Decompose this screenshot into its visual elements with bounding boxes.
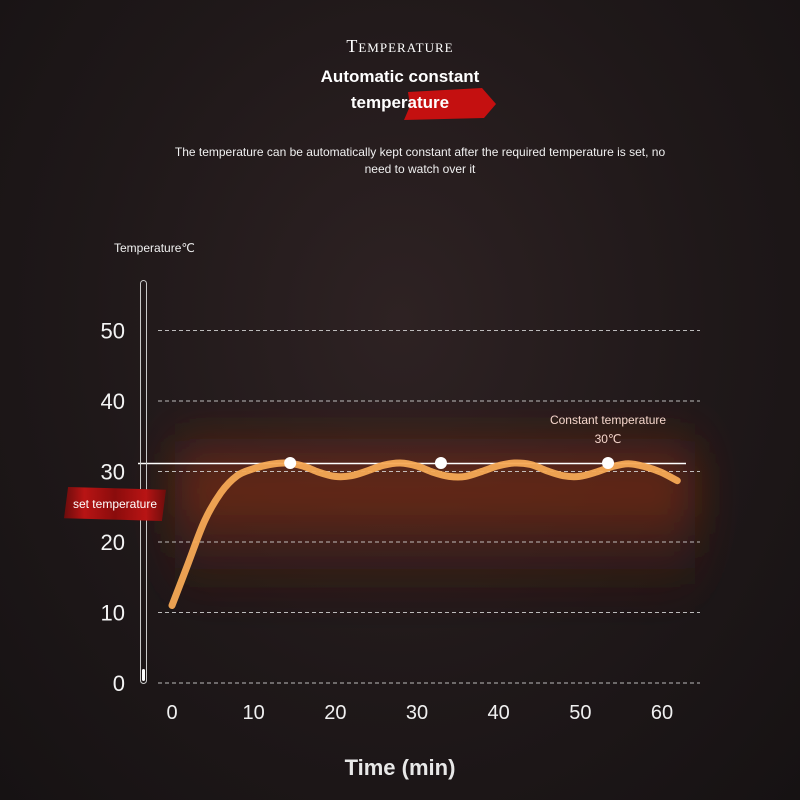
curve-glow-area bbox=[175, 420, 695, 610]
curve-glow bbox=[175, 420, 695, 610]
curve-marker-1 bbox=[284, 457, 297, 470]
y-axis-thermometer-fill bbox=[142, 669, 145, 681]
y-tick-label-50: 50 bbox=[101, 319, 125, 344]
y-tick-labels: 0 10 20 30 40 50 bbox=[101, 319, 125, 697]
x-tick-labels: 0 10 20 30 40 50 60 bbox=[166, 702, 673, 724]
constant-temperature-value: 30℃ bbox=[594, 432, 622, 446]
set-temperature-label: set temperature bbox=[72, 497, 158, 511]
temperature-curve bbox=[168, 459, 681, 609]
subtitle-line-2: temperature bbox=[350, 93, 450, 112]
set-temperature-badge: set temperature bbox=[64, 487, 166, 521]
y-tick-label-0: 0 bbox=[113, 671, 125, 696]
subtitle: Automatic constant temperature bbox=[300, 64, 500, 116]
subtitle-highlight-swoosh bbox=[404, 88, 496, 120]
y-axis-thermometer-track bbox=[140, 280, 147, 684]
x-tick-label-60: 60 bbox=[651, 702, 673, 724]
x-tick-label-30: 30 bbox=[406, 702, 428, 724]
description: The temperature can be automatically kep… bbox=[174, 145, 666, 176]
x-tick-label-10: 10 bbox=[243, 702, 265, 724]
x-axis-title: Time (min) bbox=[344, 755, 456, 780]
gridlines bbox=[158, 330, 700, 684]
x-tick-label-40: 40 bbox=[488, 702, 510, 724]
subtitle-line-1: Automatic constant bbox=[320, 67, 480, 86]
y-tick-label-30: 30 bbox=[101, 460, 125, 485]
y-tick-label-40: 40 bbox=[101, 389, 125, 414]
x-tick-label-50: 50 bbox=[569, 702, 591, 724]
x-tick-label-20: 20 bbox=[324, 702, 346, 724]
y-tick-label-20: 20 bbox=[101, 530, 125, 555]
constant-temperature-annotation: Constant temperature 30℃ bbox=[540, 411, 676, 449]
series-layer bbox=[168, 459, 681, 609]
curve-marker-3 bbox=[602, 457, 615, 470]
x-tick-label-0: 0 bbox=[166, 702, 177, 724]
constant-temperature-label: Constant temperature bbox=[549, 413, 667, 427]
y-tick-label-10: 10 bbox=[101, 601, 125, 626]
markers bbox=[284, 457, 615, 470]
y-axis-title: Temperature℃ bbox=[114, 241, 195, 255]
page-heading: Temperature bbox=[346, 36, 454, 56]
curve-marker-2 bbox=[434, 457, 447, 470]
